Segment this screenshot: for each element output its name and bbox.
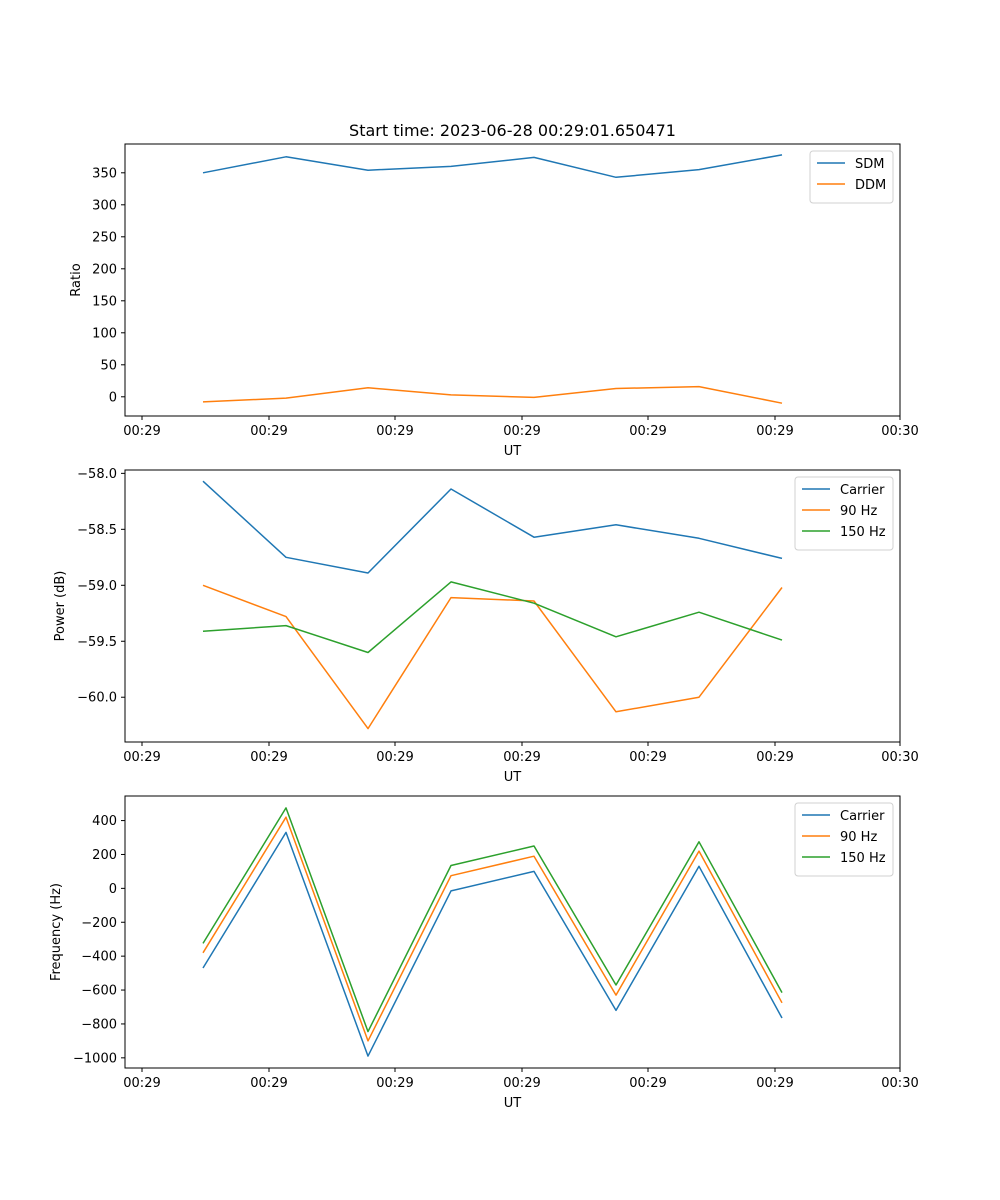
- figure-title: Start time: 2023-06-28 00:29:01.650471: [349, 121, 676, 140]
- x-tick-label: 00:29: [123, 1076, 160, 1091]
- legend: Carrier 90 Hz 150 Hz: [794, 802, 894, 877]
- y-tick-label: 250: [92, 230, 117, 245]
- series-line-90-hz: [202, 816, 783, 1042]
- x-tick-label: 00:29: [629, 750, 666, 765]
- y-tick-label: 0: [109, 882, 117, 897]
- legend-label: 150 Hz: [840, 851, 886, 866]
- subplot-3: 00:29 00:29 00:29 00:29 00:29 00:29 00:30 UT −10…: [49, 795, 919, 1111]
- x-tick-label: 00:29: [756, 1076, 793, 1091]
- y-tick-label: −58.5: [77, 523, 117, 538]
- x-tick-label: 00:30: [881, 1076, 918, 1091]
- y-axis-label: Ratio: [69, 263, 84, 296]
- x-tick-label: 00:29: [629, 1076, 666, 1091]
- x-axis-label: UT: [504, 1096, 522, 1111]
- y-axis-label: Frequency (Hz): [49, 883, 64, 981]
- x-tick-label: 00:29: [123, 424, 160, 439]
- y-tick-label: 200: [92, 848, 117, 863]
- y-tick-label: −60.0: [77, 691, 117, 706]
- subplot-1: 00:29 00:29 00:29 00:29 00:29 00:29 00:30 UT 0 50…: [69, 143, 919, 459]
- legend: SDM DDM: [809, 150, 894, 204]
- x-tick-label: 00:29: [250, 1076, 287, 1091]
- axes-frame: [124, 143, 901, 417]
- y-tick-label: −400: [81, 950, 117, 965]
- y-tick-label: −59.5: [77, 635, 117, 650]
- subplot-2: 00:29 00:29 00:29 00:29 00:29 00:29 00:30 UT −60…: [53, 467, 919, 785]
- x-tick-label: 00:30: [881, 424, 918, 439]
- y-tick-label: 300: [92, 198, 117, 213]
- y-tick-label: −1000: [73, 1051, 117, 1066]
- y-tick-label: 400: [92, 814, 117, 829]
- legend-label: 150 Hz: [840, 525, 886, 540]
- legend-label: 90 Hz: [840, 504, 877, 519]
- series-line-carrier: [202, 831, 783, 1057]
- legend-label: DDM: [855, 178, 886, 193]
- x-tick-label: 00:29: [756, 750, 793, 765]
- legend-label: Carrier: [840, 483, 885, 498]
- legend-label: 90 Hz: [840, 830, 877, 845]
- x-tick-label: 00:29: [376, 1076, 413, 1091]
- x-tick-label: 00:29: [756, 424, 793, 439]
- y-tick-label: 350: [92, 166, 117, 181]
- legend: Carrier 90 Hz 150 Hz: [794, 476, 894, 551]
- y-axis-label: Power (dB): [53, 571, 68, 642]
- x-tick-label: 00:30: [881, 750, 918, 765]
- axes-frame: [124, 795, 901, 1069]
- legend-label: Carrier: [840, 809, 885, 824]
- y-tick-label: −59.0: [77, 579, 117, 594]
- y-tick-label: 200: [92, 262, 117, 277]
- subplots: 00:29 00:29 00:29 00:29 00:29 00:29 00:30 UT 0 50…: [49, 143, 919, 1111]
- x-tick-label: 00:29: [629, 424, 666, 439]
- y-tick-label: −800: [81, 1017, 117, 1032]
- x-tick-label: 00:29: [123, 750, 160, 765]
- x-tick-label: 00:29: [503, 424, 540, 439]
- series-line-sdm: [202, 154, 783, 179]
- x-tick-label: 00:29: [376, 424, 413, 439]
- series-line-150-hz: [202, 807, 783, 1033]
- series-line-carrier: [202, 480, 783, 574]
- y-tick-label: 50: [100, 358, 117, 373]
- x-tick-label: 00:29: [503, 750, 540, 765]
- y-tick-label: 100: [92, 326, 117, 341]
- x-tick-label: 00:29: [503, 1076, 540, 1091]
- x-tick-label: 00:29: [250, 424, 287, 439]
- x-axis-label: UT: [504, 770, 522, 785]
- axes-frame: [124, 469, 901, 743]
- y-tick-label: 150: [92, 294, 117, 309]
- series-line-90-hz: [202, 584, 783, 730]
- series-line-150-hz: [202, 581, 783, 654]
- x-tick-label: 00:29: [376, 750, 413, 765]
- x-axis-label: UT: [504, 444, 522, 459]
- y-tick-label: −58.0: [77, 467, 117, 482]
- y-tick-label: 0: [109, 390, 117, 405]
- y-tick-label: −200: [81, 916, 117, 931]
- legend-box: [809, 150, 894, 204]
- y-tick-label: −600: [81, 984, 117, 999]
- x-tick-label: 00:29: [250, 750, 287, 765]
- legend-label: SDM: [855, 157, 884, 172]
- series-line-ddm: [202, 385, 783, 404]
